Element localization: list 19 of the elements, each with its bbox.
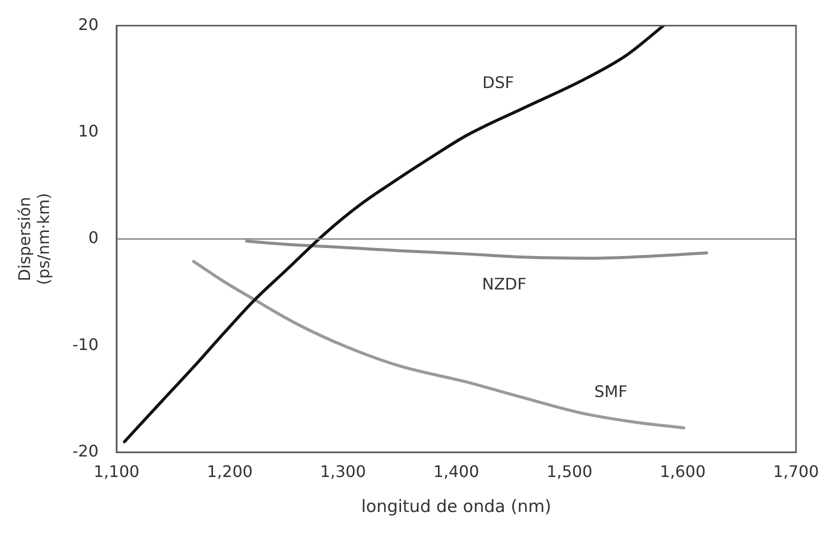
x-tick-label: 1,200 [206,462,253,482]
series-label: NZDF [482,274,526,294]
x-tick-label: 1,600 [660,462,706,482]
series-label: SMF [594,382,628,402]
x-axis-title: longitud de onda (nm) [361,497,552,518]
y-tick-label: -20 [72,442,99,461]
x-tick-label: 1,700 [773,462,819,482]
y-tick-label: 0 [88,228,99,248]
x-tick-label: 1,400 [433,462,480,482]
x-tick-label: 1,500 [546,462,592,482]
y-tick-label: 20 [78,14,99,34]
x-tick-label: 1,100 [94,462,140,482]
series-label: DSF [482,72,514,92]
y-tick-label: -10 [72,334,99,354]
y-axis-title: Dispersión (ps/nm·km) [14,192,53,286]
line-series [192,260,686,430]
y-tick-label: 10 [78,121,99,140]
x-tick-label: 1,300 [320,462,366,482]
line-series [122,26,666,444]
